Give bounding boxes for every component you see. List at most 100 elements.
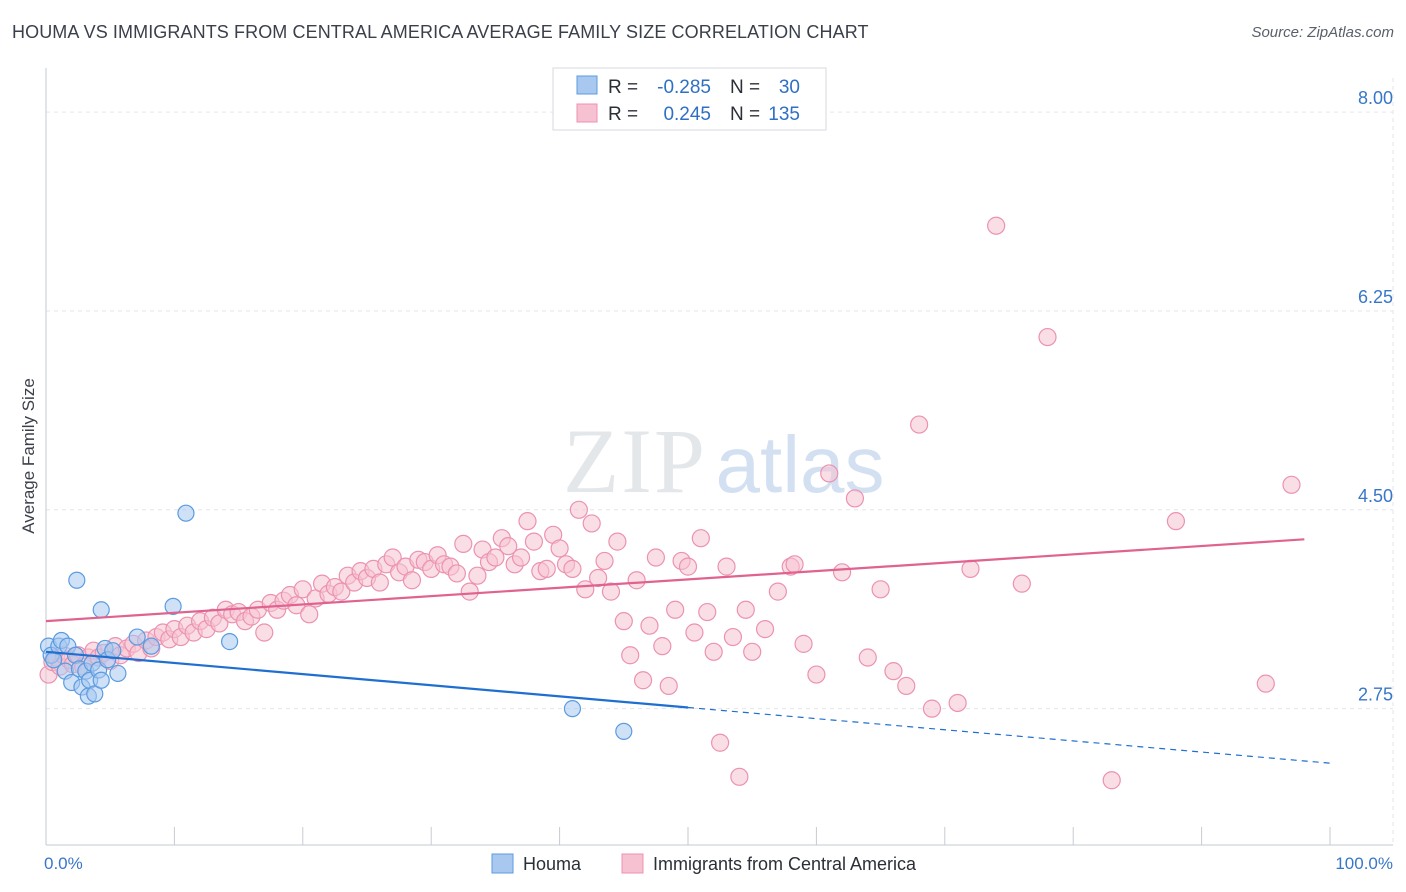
watermark: ZIP atlas <box>563 410 884 512</box>
pink-data-point <box>653 637 672 656</box>
pink-data-point <box>987 216 1006 235</box>
pink-data-point <box>666 600 685 619</box>
pink-data-point <box>897 676 916 696</box>
pink-data-point <box>807 665 826 684</box>
pink-data-point <box>1012 574 1031 593</box>
blue-data-point <box>128 628 146 646</box>
legend-r-label-blue: R = <box>608 77 638 98</box>
y-axis-label: Average Family Size <box>19 378 38 534</box>
y-tick-label: 6.25 <box>1358 287 1393 307</box>
pink-data-point <box>300 605 319 624</box>
pink-data-point <box>698 602 717 622</box>
legend-n-label-blue: N = <box>730 77 760 98</box>
pink-data-point <box>845 489 865 508</box>
pink-data-point <box>486 548 505 567</box>
legend-box <box>552 67 827 131</box>
pink-data-point <box>468 566 487 585</box>
blue-data-point <box>615 722 633 740</box>
pink-data-point <box>820 464 839 483</box>
pink-data-point <box>717 557 736 576</box>
pink-data-point <box>755 620 775 639</box>
pink-data-point <box>550 539 569 558</box>
watermark-zip: ZIP <box>563 410 707 512</box>
pink-data-point <box>922 699 942 718</box>
pink-data-point <box>595 551 614 571</box>
pink-data-point <box>563 559 582 578</box>
blue-trend-line <box>45 650 689 709</box>
pink-data-point <box>704 642 723 661</box>
pink-data-point <box>743 642 762 661</box>
blue-data-point <box>221 633 239 651</box>
grid-layer: 2.75 4.50 6.25 8.00 <box>46 78 1394 845</box>
pink-data-point <box>460 582 479 601</box>
pink-data-point <box>1102 771 1121 790</box>
pink-trend-line <box>45 538 1305 623</box>
pink-data-point <box>646 548 666 567</box>
legend-n-value-blue: 30 <box>779 77 800 98</box>
pink-data-point <box>293 580 312 599</box>
pink-data-point <box>910 415 929 434</box>
y-tick-label: 4.50 <box>1358 486 1393 506</box>
blue-data-point <box>68 571 86 589</box>
pink-data-point <box>659 676 678 696</box>
pink-data-point <box>621 646 640 665</box>
pink-data-point <box>614 612 633 631</box>
pink-data-point <box>447 564 466 583</box>
y-tick-label: 2.75 <box>1358 685 1393 705</box>
blue-trend-line-extrapolated <box>687 706 1331 764</box>
pink-data-point <box>518 512 537 531</box>
legend-r-value-blue: -0.285 <box>657 77 711 98</box>
pink-data-point <box>961 559 980 578</box>
pink-data-point <box>589 568 608 588</box>
pink-data-point <box>633 671 653 690</box>
pink-data-point <box>499 537 518 556</box>
chart-title: HOUMA VS IMMIGRANTS FROM CENTRAL AMERICA… <box>12 22 869 42</box>
pink-data-point <box>608 532 627 551</box>
legend-n-value-pink: 135 <box>768 104 800 125</box>
pink-data-point <box>627 571 646 590</box>
y-tick-label: 8.00 <box>1358 88 1393 108</box>
pink-data-point <box>370 573 389 592</box>
blue-data-point <box>142 637 160 655</box>
legend-r-value-pink: 0.245 <box>663 104 711 125</box>
pink-data-point <box>454 534 473 553</box>
pink-data-point <box>569 500 588 519</box>
source-label: Source: ZipAtlas.com <box>1251 24 1394 41</box>
pink-data-point <box>402 571 422 590</box>
pink-data-point <box>871 580 890 599</box>
pink-data-point <box>685 623 704 642</box>
x-tick-left: 0.0% <box>44 854 83 873</box>
pink-data-point <box>1038 327 1057 347</box>
pink-data-point <box>884 662 903 681</box>
pink-data-point <box>768 582 787 601</box>
legend-swatch-pink <box>576 103 598 123</box>
blue-data-point <box>563 700 582 718</box>
series-legend: Houma Immigrants from Central America <box>491 853 917 874</box>
blue-data-point <box>92 601 110 619</box>
pink-data-point <box>640 616 659 635</box>
pink-data-point <box>785 555 804 574</box>
blue-data-point <box>109 664 127 683</box>
blue-series <box>39 504 633 740</box>
pink-data-point <box>524 532 544 551</box>
pink-data-point <box>255 623 274 642</box>
pink-data-point <box>832 563 852 582</box>
pink-data-point <box>537 559 556 578</box>
pink-data-point <box>948 693 967 713</box>
pink-data-point <box>1282 475 1301 494</box>
bottom-legend-label-immigrants: Immigrants from Central America <box>653 854 917 874</box>
bottom-legend-swatch-pink <box>621 853 644 874</box>
bottom-legend-swatch-blue <box>491 853 514 874</box>
pink-data-point <box>730 767 749 786</box>
legend-swatch-blue <box>576 75 598 95</box>
pink-data-point <box>723 627 743 647</box>
pink-data-point <box>710 733 730 752</box>
x-tick-right: 100.0% <box>1335 854 1393 873</box>
blue-data-point <box>164 597 182 615</box>
blue-data-point <box>92 671 110 689</box>
blue-data-point <box>177 504 195 522</box>
pink-data-point <box>332 582 351 601</box>
pink-data-point <box>601 582 621 601</box>
pink-data-point <box>511 548 531 567</box>
